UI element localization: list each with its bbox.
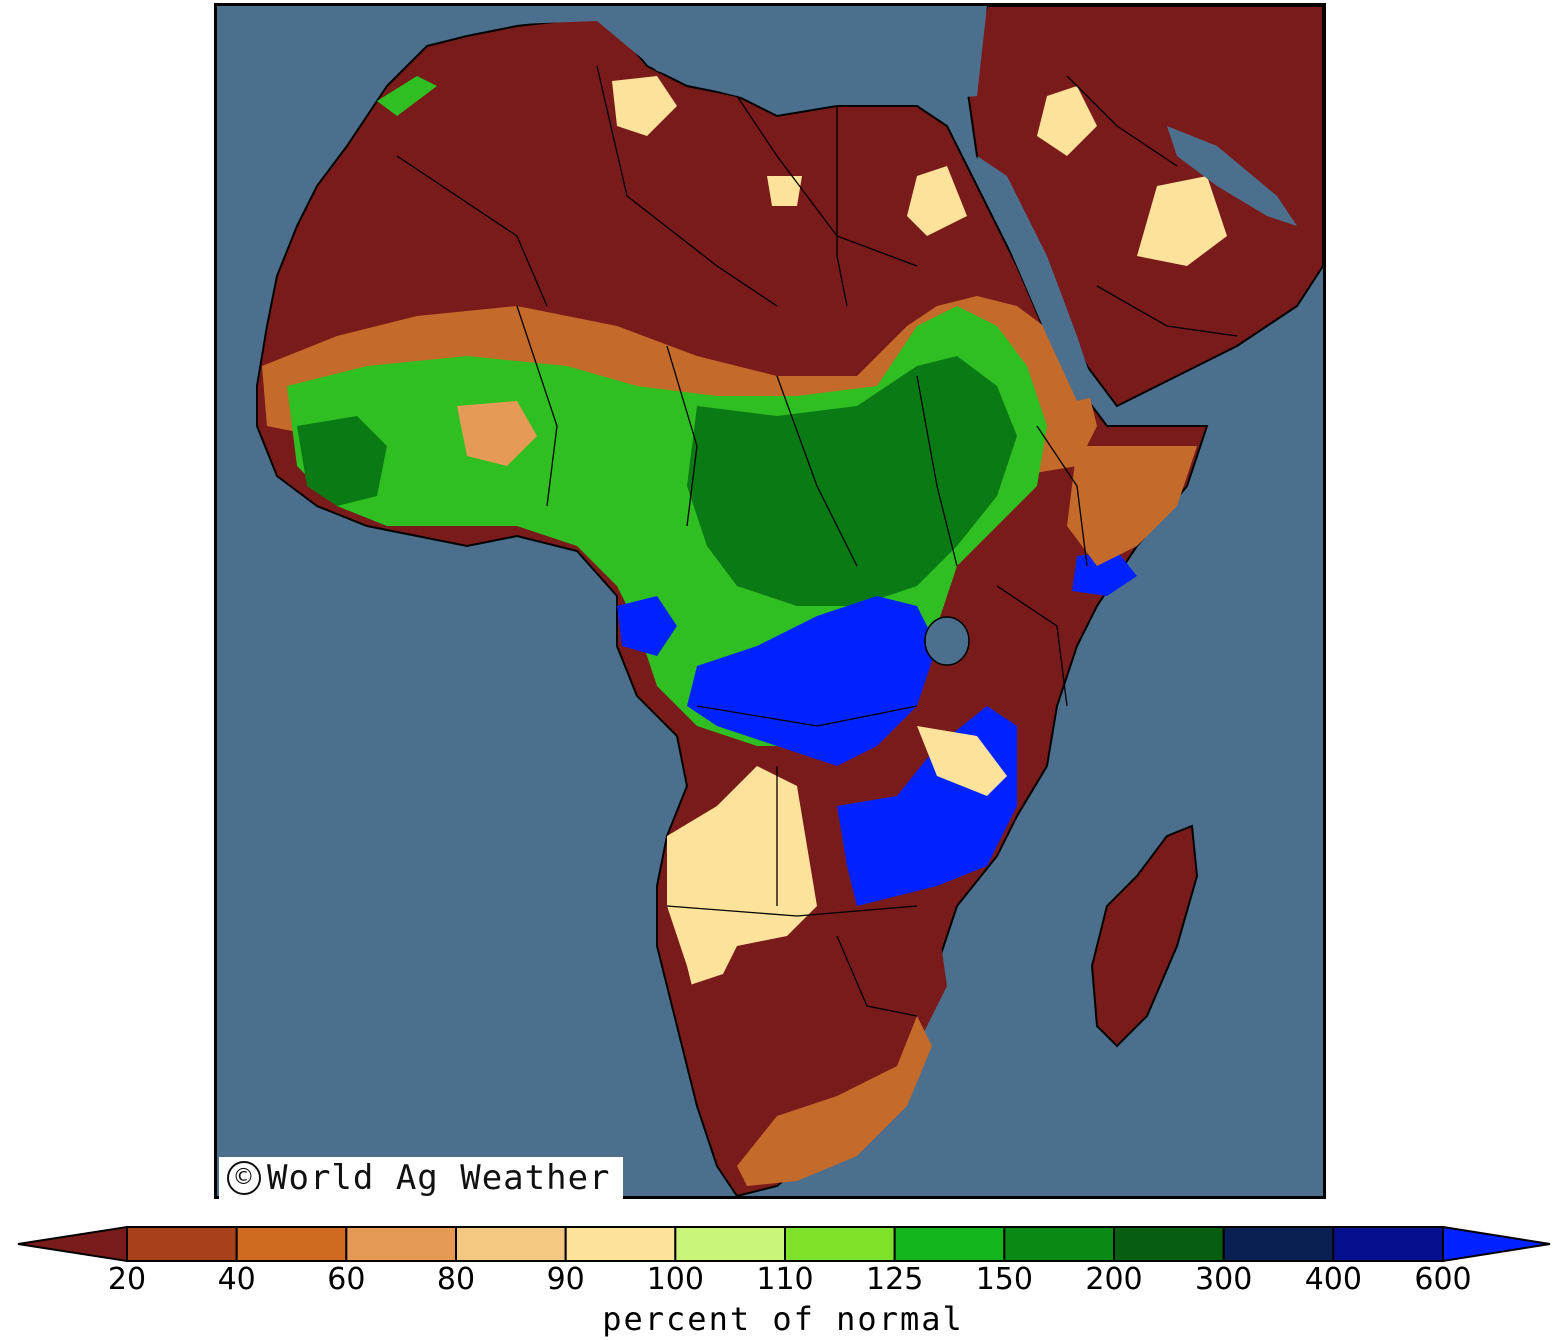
horn-of-africa-dry [1067,446,1197,566]
colorbar-bin-20-40 [126,1226,238,1262]
colorbar-tick-label: 150 [975,1262,1033,1297]
madagascar [1090,824,1199,1048]
colorbar-bin-200-300 [1113,1226,1225,1262]
colorbar-bin-40-60 [235,1226,348,1262]
colorbar-bin-125-150 [893,1226,1006,1262]
arabia-north-near-normal [1037,86,1097,156]
country-borders [396,65,1238,1017]
dark-green-core [687,356,1017,606]
colorbar-bin-400-600 [1332,1226,1445,1262]
credit-label: © World Ag Weather [219,1157,623,1199]
colorbar-tick-label: 40 [217,1262,256,1297]
lake-victoria [924,616,970,666]
colorbar-svg [17,1225,1551,1263]
atlas-wet-strip [377,76,437,116]
colorbar-tick-label: 80 [436,1262,476,1297]
persian-gulf [1167,126,1297,226]
southern-africa-dry [687,916,947,1176]
east-africa-extreme-wet [1072,551,1137,596]
west-africa-green [297,416,387,506]
arabia-near-normal [1137,176,1227,266]
colorbar-bin-80-90 [455,1226,567,1262]
credit-text: World Ag Weather [267,1158,611,1198]
colorbar-tick-label: 110 [756,1262,814,1297]
africa-map-svg [256,6,1323,1196]
colorbar-bin-110-125 [784,1226,896,1262]
colorbar-tick-label: 125 [866,1262,924,1297]
libya-near-normal [612,76,677,136]
southern-africa-near-normal [667,766,817,1006]
colorbar-tick-label: 200 [1085,1262,1143,1297]
colorbar-bin-100-110 [674,1226,786,1262]
gabon-extreme-wet [617,596,677,656]
congo-extreme-wet [687,596,937,766]
south-central-near-normal [917,726,1007,796]
colorbar-tick-label: 60 [327,1262,366,1297]
colorbar-tick-label: 600 [1414,1262,1472,1297]
south-africa-orange [737,1016,932,1186]
colorbar-tick-label: 300 [1195,1262,1253,1297]
egypt-near-normal [907,166,967,236]
colorbar-bin-150-200 [1003,1226,1115,1262]
copyright-icon: © [227,1161,261,1195]
colorbar-low-extend [17,1225,128,1263]
colorbar-high-extend [1442,1225,1551,1263]
colorbar-tick-label: 100 [646,1262,704,1297]
chad-near-normal [767,176,802,206]
west-africa-tan-patch [457,401,537,466]
colorbar [0,1215,1566,1340]
colorbar-bin-90-100 [564,1226,677,1262]
colorbar-tick-label: 400 [1304,1262,1362,1297]
colorbar-tick-label: 20 [107,1262,147,1297]
precipitation-map [214,3,1326,1199]
mediterranean-sea [397,6,987,106]
colorbar-title: percent of normal [602,1300,964,1338]
colorbar-tick-label: 90 [546,1262,585,1297]
colorbar-bin-300-400 [1222,1226,1335,1262]
colorbar-bin-60-80 [345,1226,458,1262]
red-sea [977,156,1097,401]
